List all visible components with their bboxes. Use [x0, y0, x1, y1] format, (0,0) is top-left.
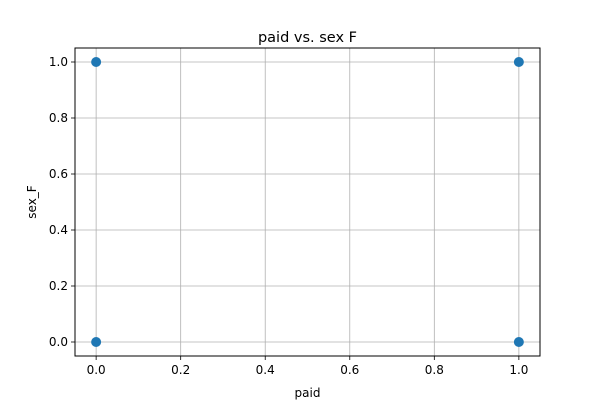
scatter-point — [91, 57, 102, 67]
data-points — [91, 57, 524, 347]
y-tick-label: 0.0 — [49, 335, 68, 349]
y-tick-label: 0.6 — [49, 167, 68, 181]
chart-title: paid vs. sex F — [258, 30, 357, 46]
scatter-point — [513, 337, 524, 347]
x-tick-label: 0.8 — [425, 363, 444, 377]
scatter-point — [513, 57, 524, 67]
y-tick-label: 0.8 — [49, 111, 68, 125]
x-tick-label: 0.6 — [340, 363, 359, 377]
y-tick-label: 0.4 — [49, 223, 68, 237]
scatter-point — [91, 337, 102, 347]
y-tick-label: 0.2 — [49, 279, 68, 293]
x-tick-label: 0.4 — [256, 363, 275, 377]
y-axis-ticks: 0.0 0.2 0.4 0.6 0.8 1.0 — [49, 55, 75, 349]
grid-lines — [75, 48, 540, 356]
x-tick-label: 0.0 — [87, 363, 106, 377]
x-axis-ticks: 0.0 0.2 0.4 0.6 0.8 1.0 — [87, 356, 528, 377]
x-tick-label: 1.0 — [509, 363, 528, 377]
y-tick-label: 1.0 — [49, 55, 68, 69]
x-tick-label: 0.2 — [171, 363, 190, 377]
x-axis-label: paid — [295, 386, 321, 400]
y-axis-label: sex_F — [25, 185, 39, 219]
plot-area-frame — [74, 47, 541, 357]
plot-area-background — [75, 48, 540, 356]
